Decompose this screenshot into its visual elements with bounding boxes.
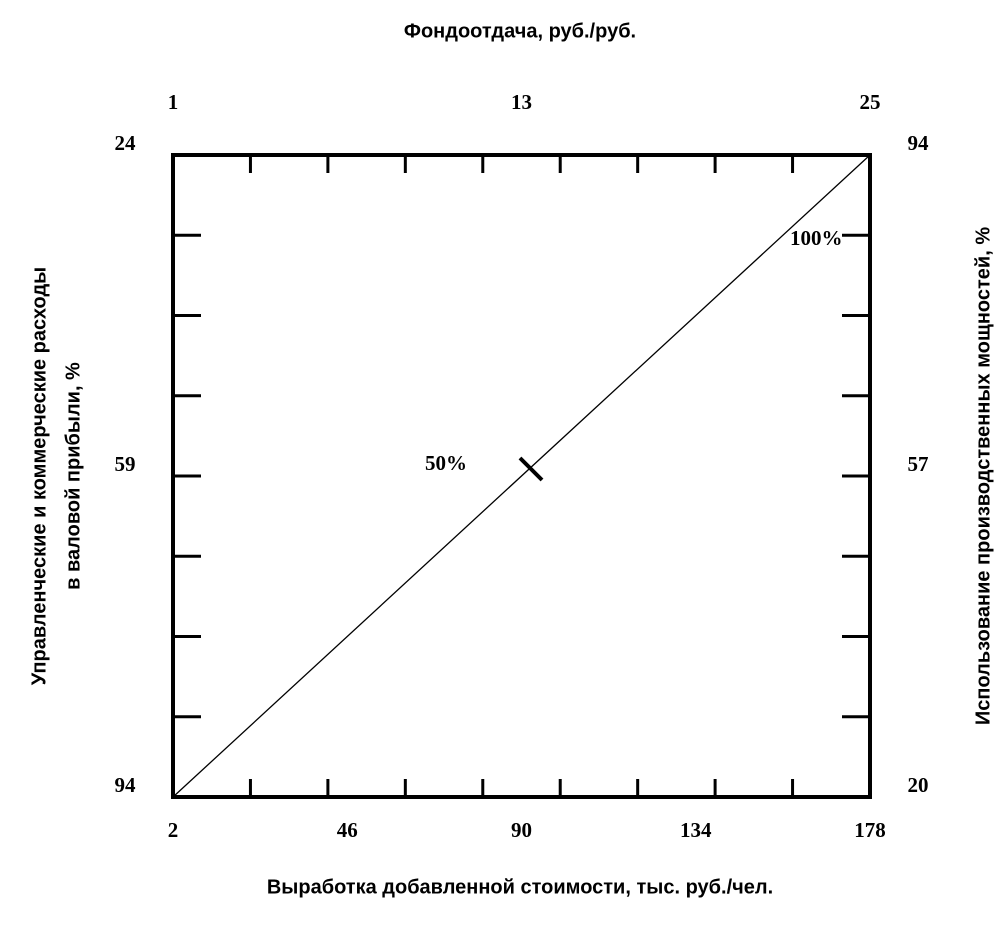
- left-axis-title: в валовой прибыли, %: [62, 362, 84, 590]
- annotation: 100%: [790, 226, 843, 250]
- bottom-tick-label: 134: [680, 818, 712, 842]
- bottom-tick-label: 90: [511, 818, 532, 842]
- bottom-tick-label: 2: [168, 818, 179, 842]
- left-tick-label: 94: [115, 773, 137, 797]
- top-tick-label: 13: [511, 90, 532, 114]
- right-axis-title: Использование производственных мощностей…: [972, 227, 994, 725]
- right-tick-label: 57: [908, 452, 929, 476]
- left-tick-label: 24: [115, 131, 137, 155]
- bottom-tick-label: 46: [337, 818, 358, 842]
- left-tick-label: 59: [115, 452, 136, 476]
- top-tick-label: 1: [168, 90, 179, 114]
- right-tick-label: 20: [908, 773, 929, 797]
- midpoint-mark: [518, 456, 544, 482]
- top-axis-title: Фондоотдача, руб./руб.: [404, 20, 636, 42]
- bottom-tick-label: 178: [854, 818, 886, 842]
- bottom-axis-title: Выработка добавленной стоимости, тыс. ру…: [267, 876, 773, 898]
- annotation: 50%: [425, 451, 467, 475]
- diagonal-line: [172, 154, 871, 798]
- top-tick-label: 25: [860, 90, 881, 114]
- left-axis-title: Управленческие и коммерческие расходы: [28, 267, 50, 685]
- right-tick-label: 94: [908, 131, 930, 155]
